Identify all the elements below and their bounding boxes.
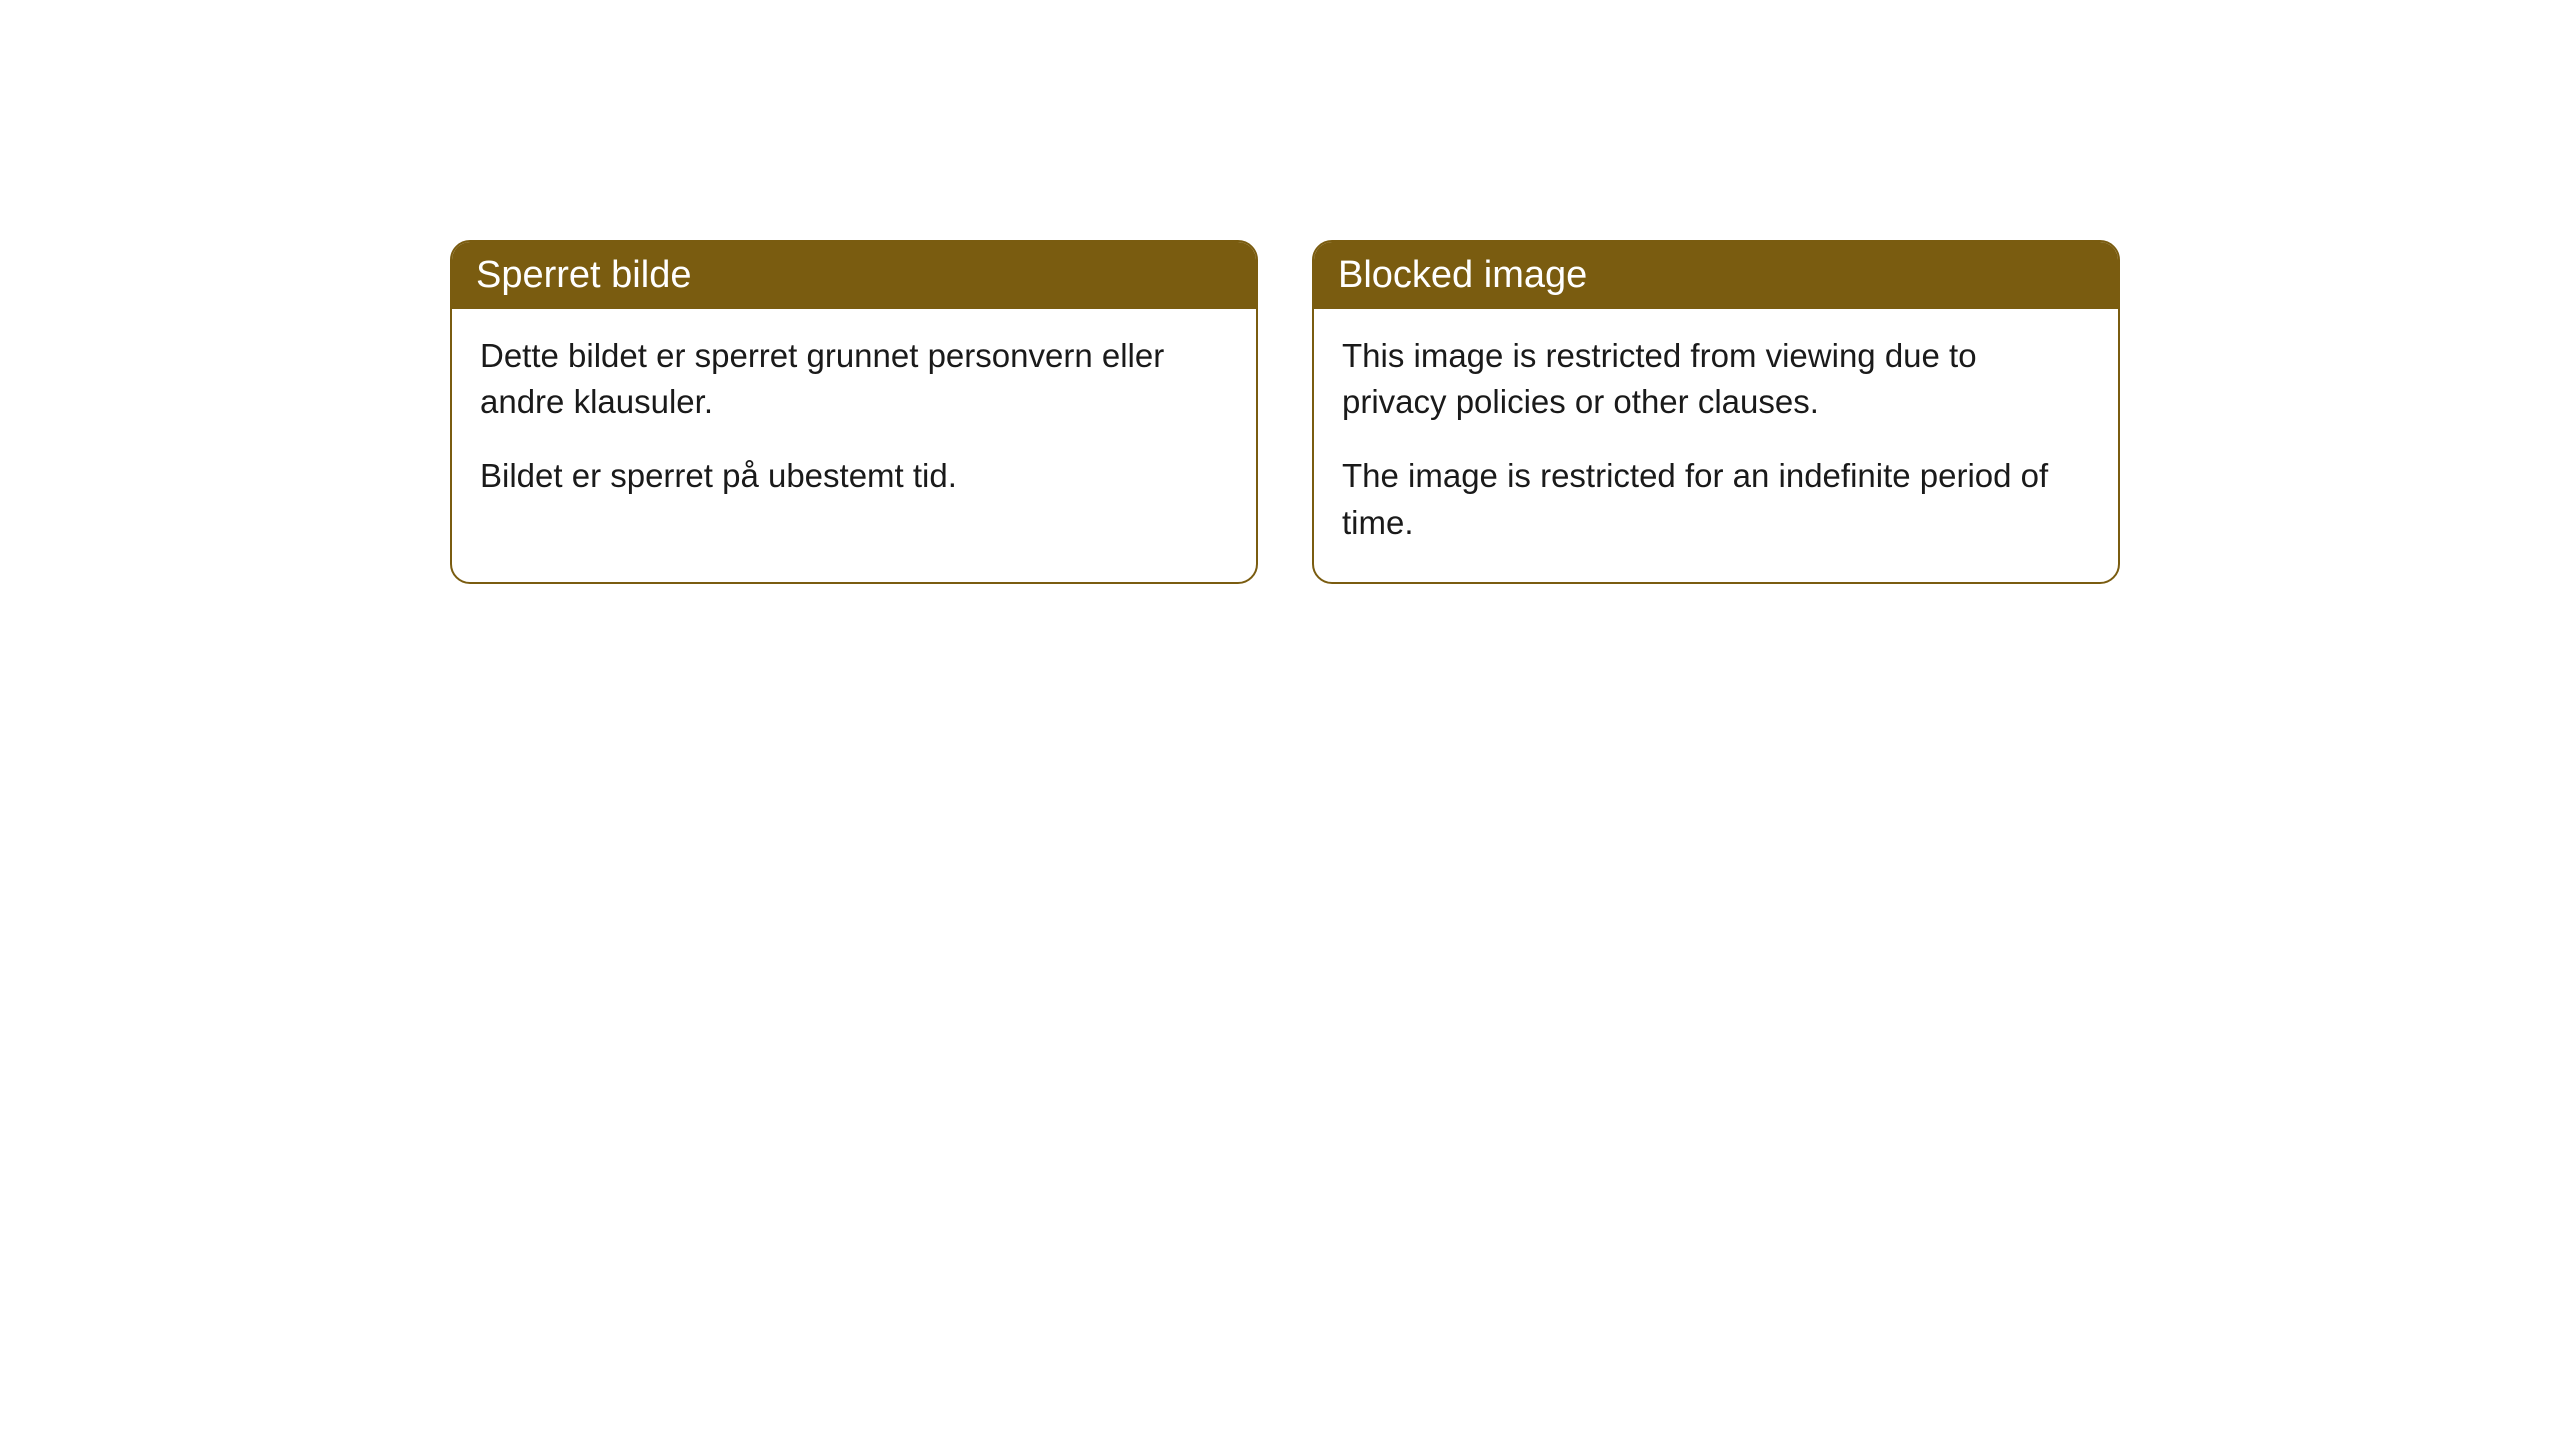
- card-paragraph: The image is restricted for an indefinit…: [1342, 453, 2090, 545]
- card-paragraph: This image is restricted from viewing du…: [1342, 333, 2090, 425]
- notice-cards-container: Sperret bilde Dette bildet er sperret gr…: [450, 240, 2120, 584]
- card-paragraph: Dette bildet er sperret grunnet personve…: [480, 333, 1228, 425]
- card-paragraph: Bildet er sperret på ubestemt tid.: [480, 453, 1228, 499]
- notice-card-norwegian: Sperret bilde Dette bildet er sperret gr…: [450, 240, 1258, 584]
- card-body: This image is restricted from viewing du…: [1314, 309, 2118, 582]
- card-header: Blocked image: [1314, 242, 2118, 309]
- card-title: Sperret bilde: [476, 254, 691, 296]
- card-body: Dette bildet er sperret grunnet personve…: [452, 309, 1256, 536]
- card-header: Sperret bilde: [452, 242, 1256, 309]
- card-title: Blocked image: [1338, 254, 1587, 296]
- notice-card-english: Blocked image This image is restricted f…: [1312, 240, 2120, 584]
